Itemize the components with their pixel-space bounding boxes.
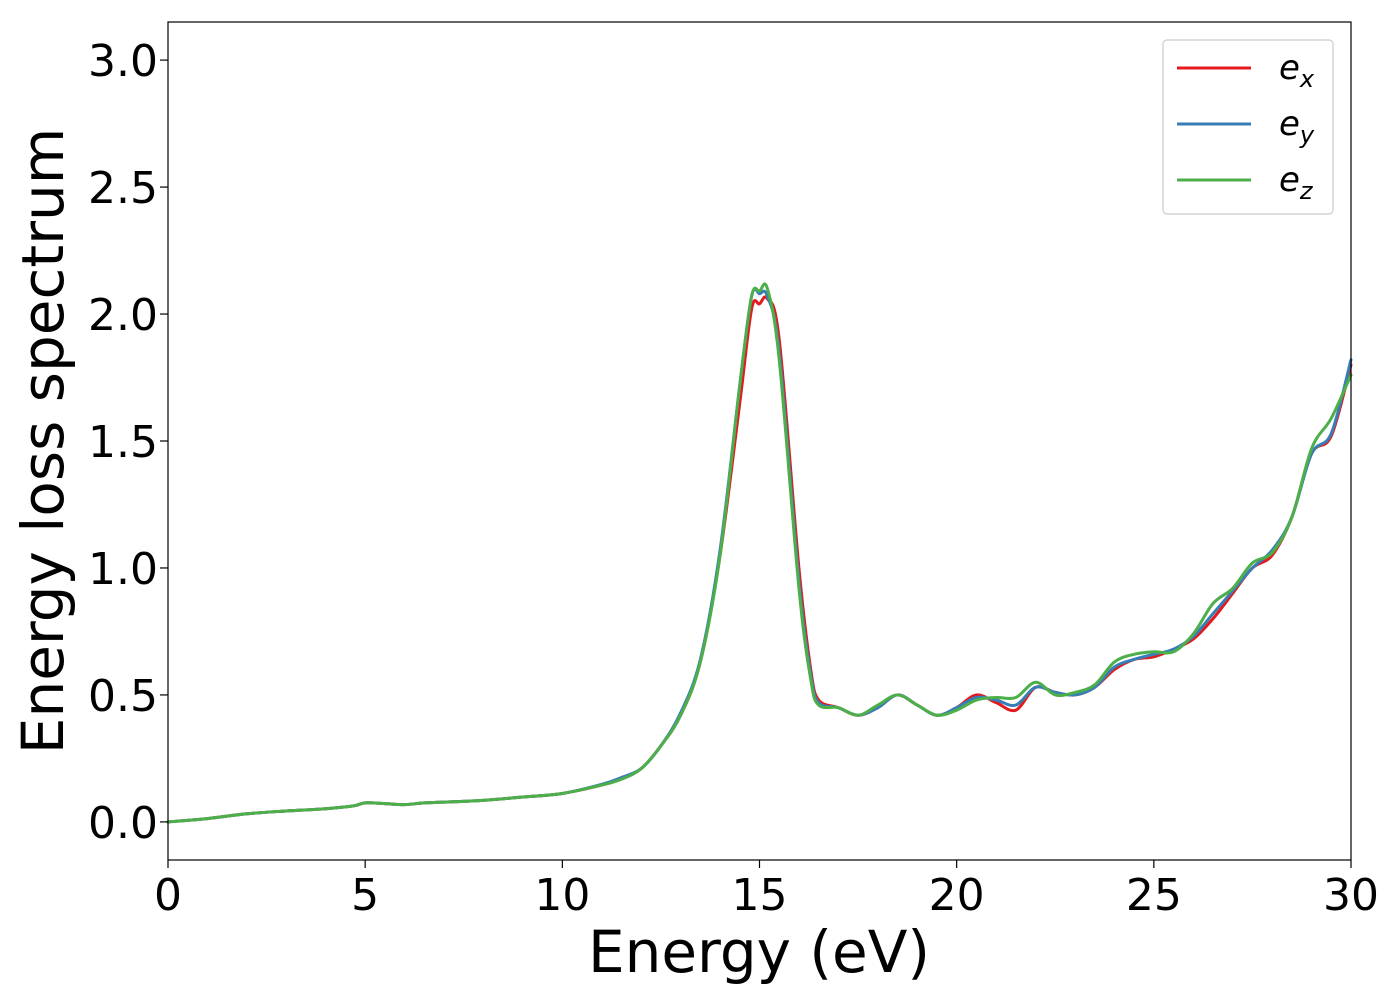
y-tick-label: 1.0: [88, 544, 158, 595]
x-tick-label: 5: [351, 870, 379, 921]
y-axis-label: Energy loss spectrum: [9, 128, 77, 754]
legend-label-x: ex: [1279, 48, 1315, 93]
y-tick-label: 1.5: [88, 417, 158, 468]
y-axis-ticks: 0.0 0.5 1.0 1.5 2.0 2.5 3.0: [88, 36, 168, 849]
x-tick-label: 0: [154, 870, 182, 921]
x-axis-ticks: 0 5 10 15 20 25 30: [154, 860, 1379, 921]
series-layer: [166, 282, 1353, 824]
legend-label-z: ez: [1279, 160, 1314, 205]
legend-label-base: e: [1279, 104, 1300, 144]
legend-label-y: ey: [1279, 104, 1315, 149]
y-tick-label: 3.0: [88, 36, 158, 87]
y-tick-label: 0.0: [88, 798, 158, 849]
legend-box: [1162, 39, 1334, 215]
x-tick-label: 30: [1323, 870, 1379, 921]
y-tick-label: 2.5: [88, 163, 158, 214]
legend-label-subscript: x: [1299, 65, 1315, 93]
x-tick-label: 25: [1126, 870, 1182, 921]
legend-label-base: e: [1279, 48, 1300, 88]
legend-label-subscript: y: [1299, 121, 1315, 149]
legend-label-subscript: z: [1299, 177, 1314, 205]
series-line-z: [166, 282, 1353, 824]
y-tick-label: 2.0: [88, 290, 158, 341]
x-axis-label: Energy (eV): [588, 918, 930, 986]
x-tick-label: 15: [732, 870, 788, 921]
x-tick-label: 20: [929, 870, 985, 921]
y-tick-label: 0.5: [88, 671, 158, 722]
legend-label-base: e: [1279, 160, 1300, 200]
x-tick-label: 10: [534, 870, 590, 921]
